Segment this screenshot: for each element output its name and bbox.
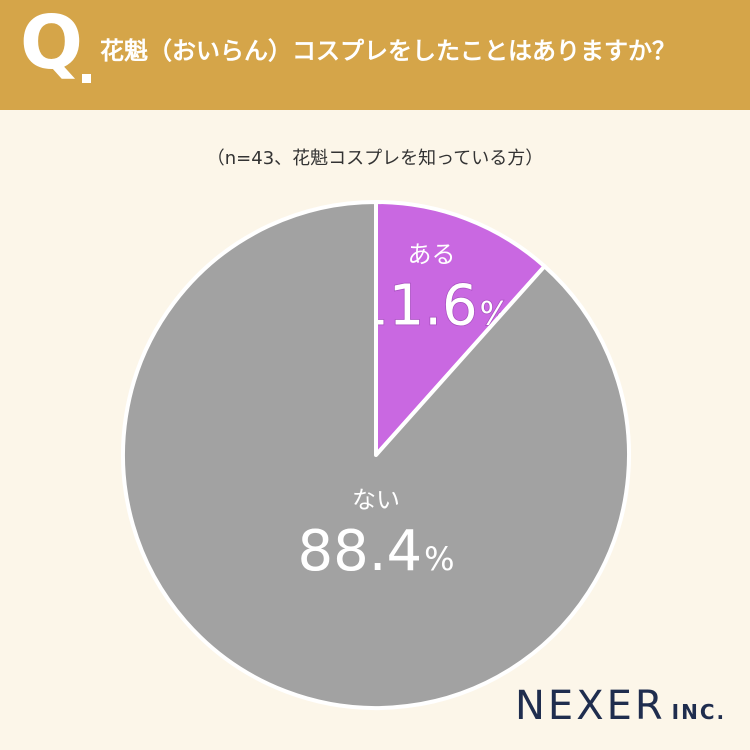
q-letter: Q [20,0,83,86]
slice-category-label: ない [352,486,400,514]
nexer-logo: NEXER INC. [515,683,726,729]
slice-label-1: ない 88.4% [297,486,454,584]
sample-note: （n=43、花魁コスプレを知っている方） [206,148,544,169]
logo-inc: INC. [671,700,727,724]
pie-slice-0 [374,200,547,457]
logo-main: NEXER [515,683,666,729]
slice-value-label: 88.4% [297,519,454,584]
slice-category-label: ある [407,241,455,269]
pie-slice-1 [121,200,631,710]
question-header: Q 花魁（おいらん）コスプレをしたことはありますか？ [0,0,750,110]
question-text: 花魁（おいらん）コスプレをしたことはありますか？ [100,37,676,65]
q-dot [82,74,91,83]
